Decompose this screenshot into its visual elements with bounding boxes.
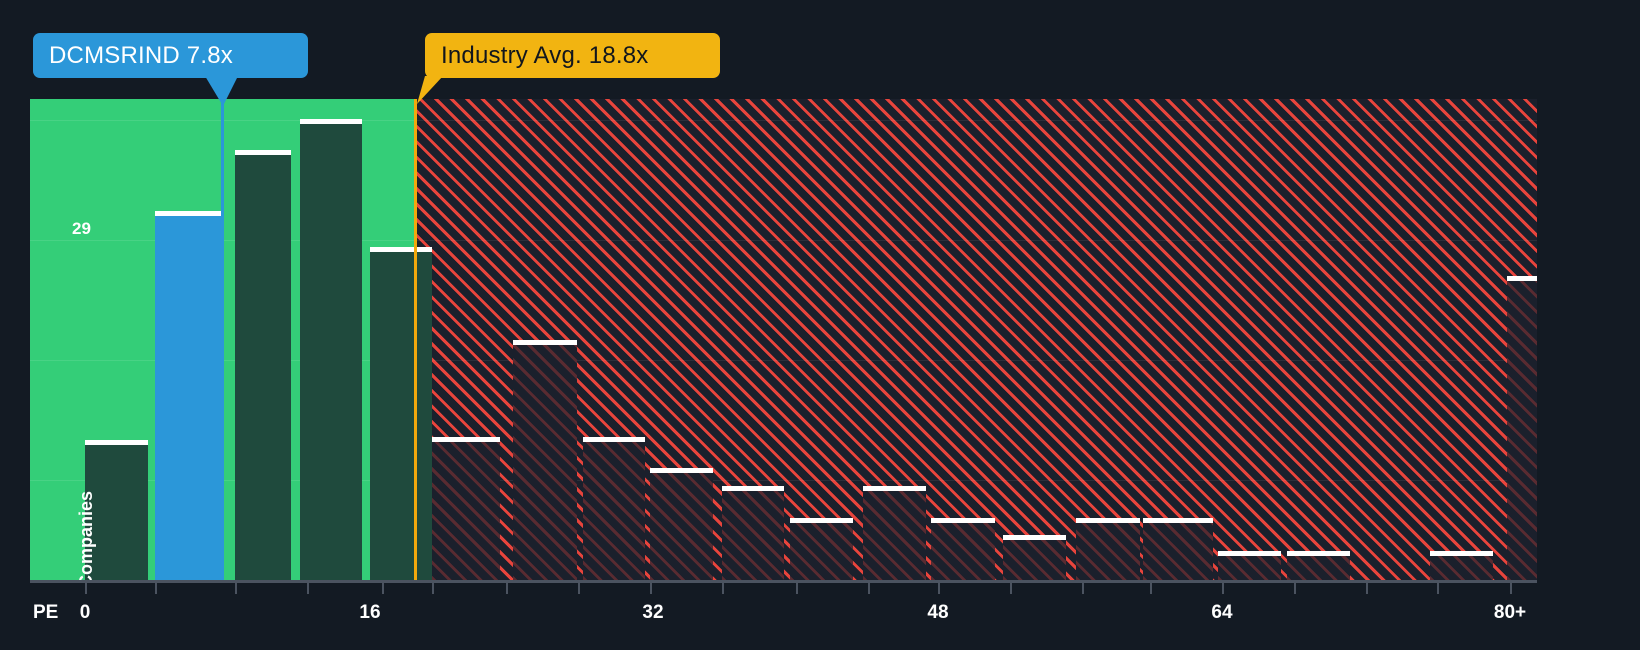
histogram-bar[interactable] <box>863 486 926 580</box>
x-axis-tick <box>235 583 237 594</box>
histogram-bar[interactable] <box>1076 518 1140 580</box>
bar-cap <box>235 150 291 155</box>
bar-cap <box>790 518 853 523</box>
x-axis-tick <box>938 583 940 594</box>
gridline <box>417 240 1537 241</box>
x-axis-tick-label: 16 <box>359 602 381 623</box>
y-max-label: 29 <box>72 219 91 238</box>
x-axis-tick <box>307 583 309 594</box>
histogram-bar[interactable] <box>583 437 645 580</box>
bar-cap <box>1430 551 1493 556</box>
histogram-bar[interactable] <box>790 518 853 580</box>
bar-cap <box>722 486 784 491</box>
bar-cap <box>583 437 645 442</box>
x-axis-tick-label: 32 <box>642 602 664 623</box>
x-axis-tick <box>1082 583 1084 594</box>
x-axis-tick-label: 80+ <box>1493 602 1527 623</box>
histogram-bar[interactable] <box>1507 276 1537 580</box>
industry-callout[interactable]: Industry Avg. 18.8x <box>425 33 720 78</box>
x-axis-tick <box>722 583 724 594</box>
histogram-bar[interactable] <box>513 340 577 580</box>
bar-cap <box>85 440 148 445</box>
plot-area: 29 No. of Companies <box>30 99 1537 580</box>
company-pe-marker <box>221 99 224 580</box>
company-callout[interactable]: DCMSRIND 7.8x <box>33 33 308 78</box>
x-axis-tick <box>432 583 434 594</box>
x-axis-tick <box>506 583 508 594</box>
x-axis-tick <box>650 583 652 594</box>
bar-cap <box>1143 518 1213 523</box>
x-axis-tick <box>1010 583 1012 594</box>
histogram-bar[interactable] <box>370 247 432 580</box>
histogram-bar[interactable] <box>650 468 713 580</box>
x-axis-tick <box>85 583 87 594</box>
gridline <box>417 480 1537 481</box>
histogram-bar[interactable] <box>155 211 222 580</box>
histogram-bar[interactable] <box>300 119 362 580</box>
bar-cap <box>513 340 577 345</box>
histogram-bar[interactable] <box>432 437 500 580</box>
x-axis-tick-label: 48 <box>927 602 949 623</box>
x-axis-tick <box>868 583 870 594</box>
x-axis-tick <box>1510 583 1512 594</box>
bar-cap <box>155 211 222 216</box>
bar-cap <box>1287 551 1350 556</box>
x-axis-tick <box>1150 583 1152 594</box>
industry-callout-label: Industry Avg. 18.8x <box>441 41 649 69</box>
histogram-bar[interactable] <box>1287 551 1350 580</box>
bar-cap <box>1003 535 1066 540</box>
histogram-bar[interactable] <box>722 486 784 580</box>
histogram-bar[interactable] <box>1430 551 1493 580</box>
bar-cap <box>931 518 995 523</box>
bar-cap <box>300 119 362 124</box>
bar-cap <box>1218 551 1281 556</box>
x-axis-tick <box>1294 583 1296 594</box>
bar-cap <box>1076 518 1140 523</box>
x-axis-tick <box>796 583 798 594</box>
bar-cap <box>863 486 926 491</box>
x-axis-tick-label: 64 <box>1211 602 1233 623</box>
x-axis-tick <box>382 583 384 594</box>
histogram-bar[interactable] <box>235 150 291 580</box>
bar-cap <box>370 247 432 252</box>
x-axis-tick <box>578 583 580 594</box>
histogram-bar[interactable] <box>1143 518 1213 580</box>
x-axis-tick <box>1437 583 1439 594</box>
gridline <box>417 120 1537 121</box>
histogram-bar[interactable] <box>85 440 148 580</box>
x-axis-line <box>30 580 1537 583</box>
x-axis-tick <box>1366 583 1368 594</box>
x-axis-tick <box>1222 583 1224 594</box>
gridline <box>417 360 1537 361</box>
company-callout-label: DCMSRIND 7.8x <box>49 41 233 69</box>
x-axis-tick-label: 0 <box>79 602 91 623</box>
x-axis-tick <box>155 583 157 594</box>
company-callout-tail <box>205 76 238 106</box>
histogram-bar[interactable] <box>1003 535 1066 580</box>
histogram-bar[interactable] <box>931 518 995 580</box>
y-axis-title: No. of Companies <box>76 491 96 580</box>
x-axis-title: PE <box>33 602 59 623</box>
industry-callout-tail <box>417 76 443 104</box>
bar-cap <box>432 437 500 442</box>
histogram-bar[interactable] <box>1218 551 1281 580</box>
bar-cap <box>1507 276 1537 281</box>
industry-avg-pe-marker <box>414 99 417 580</box>
bar-cap <box>650 468 713 473</box>
